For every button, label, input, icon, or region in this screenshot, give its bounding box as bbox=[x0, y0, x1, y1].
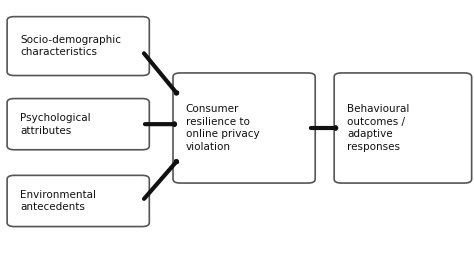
FancyBboxPatch shape bbox=[173, 73, 315, 183]
FancyBboxPatch shape bbox=[7, 17, 149, 76]
Text: Behavioural
outcomes /
adaptive
responses: Behavioural outcomes / adaptive response… bbox=[347, 104, 410, 152]
Text: Socio-demographic
characteristics: Socio-demographic characteristics bbox=[20, 35, 121, 58]
FancyBboxPatch shape bbox=[7, 99, 149, 150]
Text: Consumer
resilience to
online privacy
violation: Consumer resilience to online privacy vi… bbox=[186, 104, 259, 152]
Text: Environmental
antecedents: Environmental antecedents bbox=[20, 189, 96, 212]
FancyBboxPatch shape bbox=[7, 175, 149, 227]
FancyBboxPatch shape bbox=[334, 73, 472, 183]
Text: Psychological
attributes: Psychological attributes bbox=[20, 113, 91, 136]
